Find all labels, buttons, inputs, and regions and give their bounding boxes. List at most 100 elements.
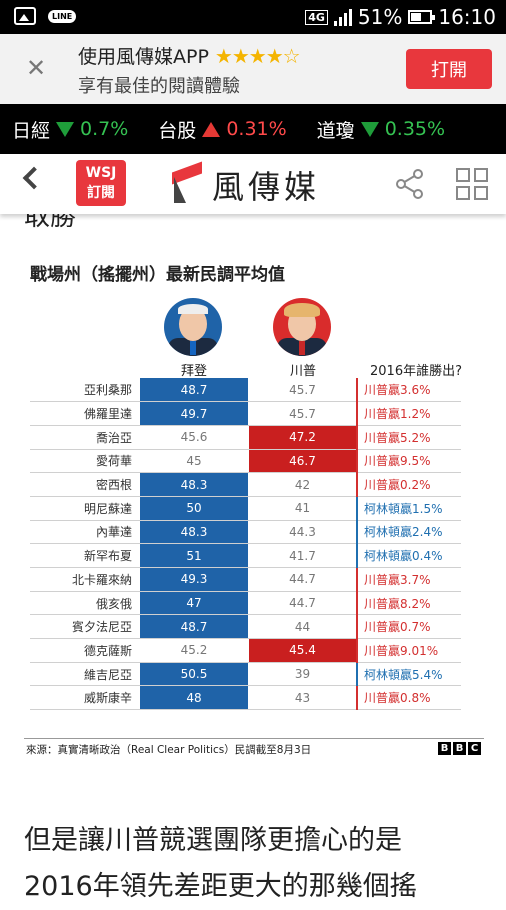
wsj-subscribe-button[interactable]: WSJ 訂閱 xyxy=(76,160,126,206)
biden-value: 49.7 xyxy=(140,401,248,426)
network-type: 4G xyxy=(305,9,328,25)
winner-2016: 柯林頓贏0.4% xyxy=(356,543,461,568)
biden-value: 50 xyxy=(140,496,248,521)
table-row: 德克薩斯 45.2 45.4 川普贏9.01% xyxy=(30,638,461,663)
rating-stars-icon: ★★★★☆ xyxy=(214,43,301,68)
ticker-name: 道瓊 xyxy=(316,119,355,142)
table-row: 賓夕法尼亞 48.7 44 川普贏0.7% xyxy=(30,614,461,640)
gallery-notification-icon xyxy=(14,7,36,25)
table-row: 北卡羅來納 49.3 44.7 川普贏3.7% xyxy=(30,567,461,592)
biden-column-header: 拜登 xyxy=(180,364,207,379)
ticker-change: 0.35% xyxy=(384,118,446,140)
state-name: 俄亥俄 xyxy=(30,591,140,616)
brand-name: 風傳媒 xyxy=(212,168,321,206)
app-install-banner: ✕ 使用風傳媒APP ★★★★☆ 享有最佳的閱讀體驗 打開 xyxy=(0,34,506,104)
winner-2016: 川普贏3.6% xyxy=(356,378,461,403)
trump-value: 41 xyxy=(249,496,357,521)
trump-value: 44 xyxy=(249,614,357,640)
winner-2016: 川普贏0.7% xyxy=(356,614,461,640)
battery-percent: 51% xyxy=(357,5,403,29)
trump-avatar xyxy=(273,298,331,356)
state-name: 維吉尼亞 xyxy=(30,662,140,687)
winner-2016: 柯林頓贏5.4% xyxy=(356,662,461,687)
trump-value: 47.2 xyxy=(249,425,357,450)
biden-value: 48.7 xyxy=(140,378,248,403)
signal-icon xyxy=(333,8,352,26)
site-logo[interactable]: 風傳媒 xyxy=(168,162,320,208)
source-note: 來源：真實清晰政治（Real Clear Politics）民調截至8月3日 xyxy=(26,744,312,756)
table-row: 俄亥俄 47 44.7 川普贏8.2% xyxy=(30,591,461,616)
trump-value: 39 xyxy=(249,662,357,687)
biden-value: 48.3 xyxy=(140,472,248,497)
spacer xyxy=(248,662,249,687)
top-nav-bar: WSJ 訂閱 風傳媒 xyxy=(0,154,506,214)
table-row: 愛荷華 45 46.7 川普贏9.5% xyxy=(30,449,461,474)
biden-value: 45.6 xyxy=(140,425,248,450)
back-arrow-icon[interactable] xyxy=(22,166,46,190)
biden-value: 48.3 xyxy=(140,520,248,545)
state-name: 愛荷華 xyxy=(30,449,140,474)
biden-value: 48.7 xyxy=(140,614,248,640)
biden-value: 49.3 xyxy=(140,567,248,592)
table-row: 密西根 48.3 42 川普贏0.2% xyxy=(30,472,461,497)
spacer xyxy=(248,472,249,497)
ticker-item-nikkei[interactable]: 日經 0.7% xyxy=(12,116,128,143)
spacer xyxy=(248,685,249,711)
table-row: 維吉尼亞 50.5 39 柯林頓贏5.4% xyxy=(30,662,461,687)
ticker-change: 0.31% xyxy=(226,118,287,140)
spacer xyxy=(248,496,249,521)
banner-title: 使用風傳媒APP xyxy=(78,46,209,68)
state-name: 佛羅里達 xyxy=(30,401,140,426)
spacer xyxy=(248,591,249,616)
trump-value: 45.7 xyxy=(249,401,357,426)
ticker-item-taiex[interactable]: 台股 0.31% xyxy=(158,116,286,143)
close-banner-icon[interactable]: ✕ xyxy=(26,54,47,82)
spacer xyxy=(248,543,249,568)
share-icon[interactable] xyxy=(394,168,426,200)
state-name: 北卡羅來納 xyxy=(30,567,140,592)
table-row: 內華達 48.3 44.3 柯林頓贏2.4% xyxy=(30,520,461,545)
biden-value: 48 xyxy=(140,685,248,711)
winner-2016: 川普贏3.7% xyxy=(356,567,461,592)
trump-value: 44.7 xyxy=(249,591,357,616)
stock-ticker: 日經 0.7% 台股 0.31% 道瓊 0.35% xyxy=(0,104,506,154)
winner-2016: 川普贏5.2% xyxy=(356,425,461,450)
open-app-button[interactable]: 打開 xyxy=(406,49,492,89)
ticker-change: 0.7% xyxy=(80,118,129,140)
winner-2016: 川普贏0.2% xyxy=(356,472,461,497)
table-row: 喬治亞 45.6 47.2 川普贏5.2% xyxy=(30,425,461,450)
down-arrow-icon xyxy=(360,121,379,137)
spacer xyxy=(248,614,249,640)
spacer xyxy=(248,567,249,592)
divider xyxy=(24,738,484,739)
state-name: 喬治亞 xyxy=(30,425,140,450)
logo-mark-icon xyxy=(168,165,204,205)
battery-icon xyxy=(408,10,436,24)
trump-value: 41.7 xyxy=(249,543,357,568)
state-name: 威斯康辛 xyxy=(30,685,140,711)
winner-column-header: 2016年誰勝出? xyxy=(370,364,462,379)
biden-value: 45 xyxy=(140,449,248,474)
winner-2016: 川普贏0.8% xyxy=(356,685,461,711)
biden-value: 51 xyxy=(140,543,248,568)
winner-2016: 川普贏8.2% xyxy=(356,591,461,616)
table-row: 明尼蘇達 50 41 柯林頓贏1.5% xyxy=(30,496,461,521)
biden-value: 45.2 xyxy=(140,638,248,663)
ticker-item-dow[interactable]: 道瓊 0.35% xyxy=(317,116,445,143)
trump-value: 46.7 xyxy=(249,449,357,474)
article-text-line: 但是讓川普競選團隊更擔心的是 xyxy=(24,825,402,856)
winner-2016: 川普贏9.01% xyxy=(356,638,461,663)
trump-value: 45.4 xyxy=(249,638,357,663)
table-row: 威斯康辛 48 43 川普贏0.8% xyxy=(30,685,461,711)
table-title: 戰場州（搖擺州）最新民調平均值 xyxy=(30,265,285,285)
winner-2016: 川普贏1.2% xyxy=(356,401,461,426)
state-name: 賓夕法尼亞 xyxy=(30,614,140,640)
state-name: 明尼蘇達 xyxy=(30,496,140,521)
article-text-line: 2016年領先差距更大的那幾個搖 xyxy=(24,871,417,902)
menu-grid-icon[interactable] xyxy=(456,168,488,200)
down-arrow-icon xyxy=(56,121,75,137)
banner-subtitle: 享有最佳的閱讀體驗 xyxy=(78,76,240,97)
table-row: 亞利桑那 48.7 45.7 川普贏3.6% xyxy=(30,378,461,403)
state-name: 德克薩斯 xyxy=(30,638,140,663)
spacer xyxy=(248,638,249,663)
